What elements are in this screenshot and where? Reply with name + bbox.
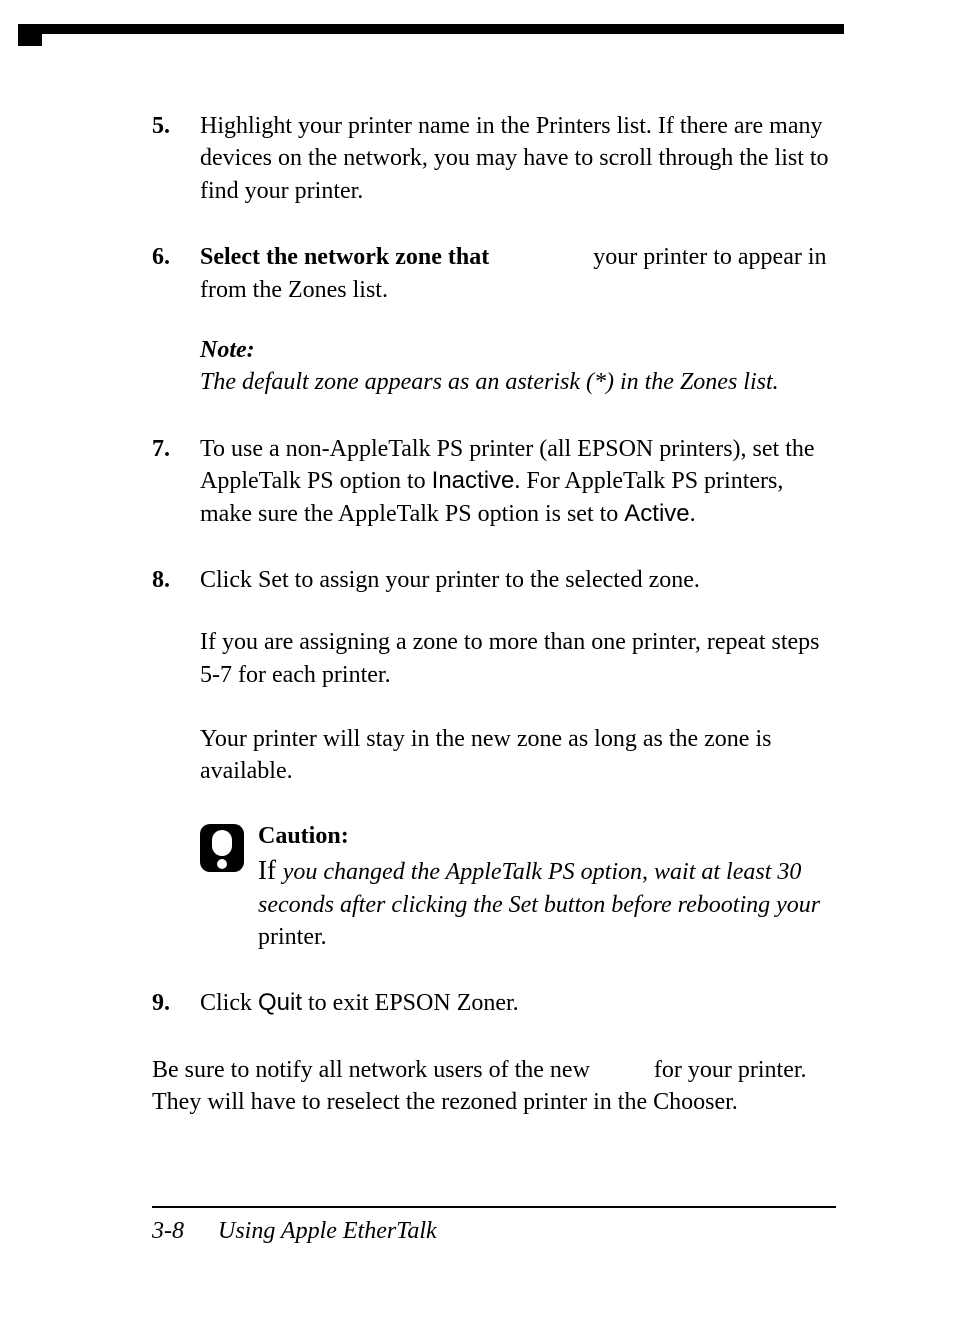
caution-text: you changed the AppleTalk PS option, wai…: [258, 859, 820, 917]
page-top-rule: [18, 24, 844, 34]
step-6-bold: Select the network zone that: [200, 244, 489, 270]
step-9-body: Click Quit to exit EPSON Zoner.: [200, 987, 836, 1019]
step-7-post: .: [690, 501, 696, 527]
step-5: 5. Highlight your printer name in the Pr…: [152, 110, 836, 207]
step-7-number: 7.: [152, 433, 200, 465]
step-8-body: Click Set to assign your printer to the …: [200, 564, 836, 596]
page-footer: 3-8 Using Apple EtherTalk: [152, 1206, 836, 1245]
step-5-body: Highlight your printer name in the Print…: [200, 110, 836, 207]
closing-pre: Be sure to notify all network users of t…: [152, 1057, 590, 1083]
footer-page-number: 3-8: [152, 1218, 184, 1244]
step-9-number: 9.: [152, 987, 200, 1019]
caution-printer: printer.: [258, 924, 327, 950]
note-block: Note: The default zone appears as an ast…: [200, 334, 836, 399]
footer-rule: [152, 1206, 836, 1208]
step-6-body: Select the network zone that your printe…: [200, 241, 836, 306]
caution-body: Caution: If you changed the AppleTalk PS…: [258, 820, 836, 954]
caution-icon: [200, 824, 244, 872]
footer-text: 3-8 Using Apple EtherTalk: [152, 1218, 836, 1245]
para-zone-stay: Your printer will stay in the new zone a…: [200, 723, 836, 788]
step-9: 9. Click Quit to exit EPSON Zoner.: [152, 987, 836, 1019]
step-9-pre: Click: [200, 990, 258, 1016]
step-6-number: 6.: [152, 241, 200, 273]
step-7-inactive: Inactive: [432, 467, 515, 494]
step-6: 6. Select the network zone that your pri…: [152, 241, 836, 306]
para-repeat-steps: If you are assigning a zone to more than…: [200, 626, 836, 691]
note-label: Note:: [200, 334, 836, 366]
step-9-quit: Quit: [258, 989, 302, 1016]
step-5-number: 5.: [152, 110, 200, 142]
caution-if: If: [258, 855, 283, 885]
footer-chapter-title: Using Apple EtherTalk: [218, 1218, 437, 1244]
step-7-active: Active: [624, 500, 689, 527]
caution-label: Caution:: [258, 823, 349, 849]
step-9-post: to exit EPSON Zoner.: [302, 990, 519, 1016]
step-8: 8. Click Set to assign your printer to t…: [152, 564, 836, 596]
note-text: The default zone appears as an asterisk …: [200, 366, 836, 398]
closing-paragraph: Be sure to notify all network users of t…: [152, 1054, 836, 1119]
step-7: 7. To use a non-AppleTalk PS printer (al…: [152, 433, 836, 530]
page-content: 5. Highlight your printer name in the Pr…: [152, 110, 836, 1119]
caution-block: Caution: If you changed the AppleTalk PS…: [200, 820, 836, 954]
step-8-number: 8.: [152, 564, 200, 596]
step-7-body: To use a non-AppleTalk PS printer (all E…: [200, 433, 836, 530]
